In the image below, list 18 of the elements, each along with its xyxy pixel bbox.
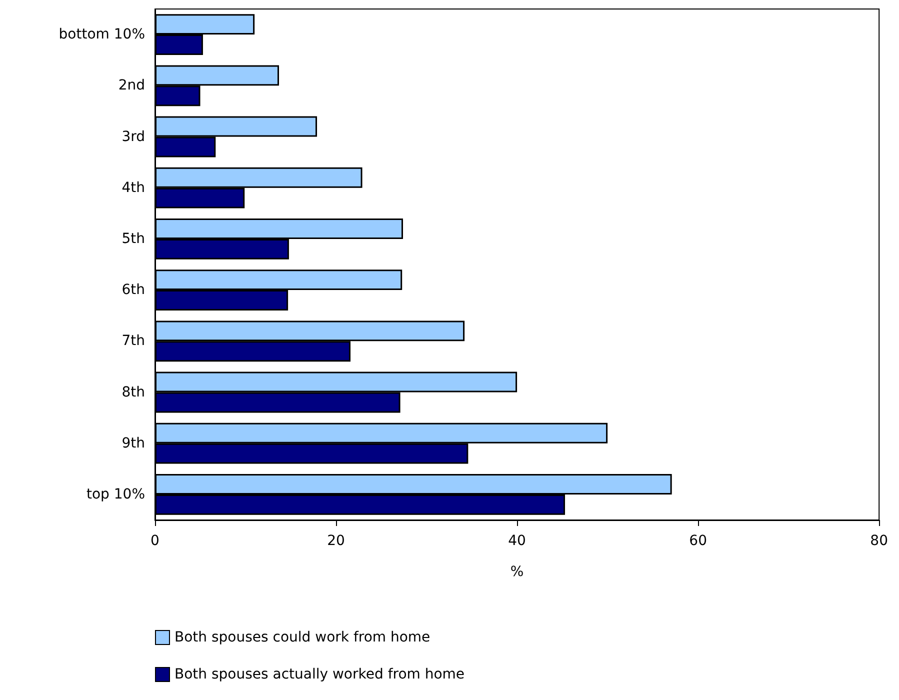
x-axis-title: % [510, 564, 524, 580]
y-tick-label: 4th [122, 180, 145, 196]
y-tick-label: 3rd [122, 128, 145, 145]
x-tick-label: 80 [870, 533, 888, 549]
y-tick-label: 8th [122, 384, 145, 400]
y-tick-label: 9th [122, 435, 145, 452]
x-tick-label: 60 [689, 533, 707, 549]
y-tick-label: 6th [122, 282, 145, 298]
x-tick-label: 40 [508, 533, 526, 549]
legend-label: Both spouses could work from home [174, 630, 430, 646]
y-tick-label: bottom 10% [58, 26, 145, 43]
x-tick-label: 20 [327, 533, 345, 549]
y-tick-label: 5th [122, 230, 145, 247]
y-tick-label: top 10% [86, 486, 145, 502]
legend-label: Both spouses actually worked from home [174, 666, 465, 682]
y-tick-label: 2nd [118, 78, 145, 94]
x-tick-label: 0 [150, 533, 160, 549]
y-tick-label: 7th [122, 333, 145, 350]
